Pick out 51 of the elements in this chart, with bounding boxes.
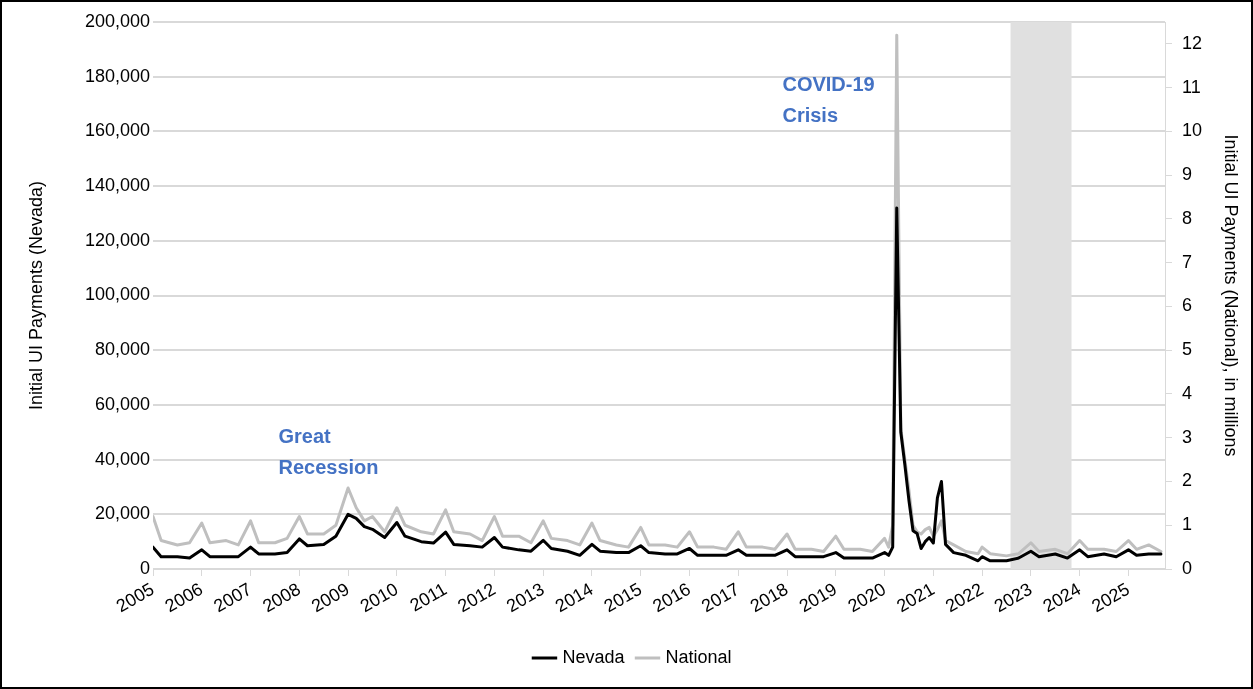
x-tick-label: 2020 — [844, 578, 890, 617]
y-tick-label: 20,000 — [94, 503, 150, 524]
x-tick-label: 2021 — [893, 578, 938, 617]
x-tick-label: 2009 — [307, 578, 353, 617]
y2-tick-label: 12 — [1182, 32, 1203, 53]
y2-tick-label: 8 — [1182, 207, 1193, 228]
y-tick-label: 140,000 — [84, 175, 150, 196]
y2-tick-label: 2 — [1182, 470, 1193, 491]
y-tick-label: 120,000 — [84, 229, 150, 250]
y-tick-label: 100,000 — [84, 284, 150, 305]
y2-tick-label: 6 — [1182, 295, 1193, 316]
x-tick-label: 2025 — [1088, 578, 1133, 617]
y2-axis-title: Initial UI Payments (National), in millions — [1221, 134, 1242, 457]
x-tick-label: 2010 — [356, 578, 402, 617]
y2-tick-label: 10 — [1182, 120, 1203, 141]
x-tick-label: 2022 — [941, 578, 987, 617]
x-tick-label: 2023 — [990, 578, 1036, 617]
x-tick-label: 2016 — [649, 578, 694, 617]
y2-tick-label: 0 — [1182, 557, 1193, 578]
legend-label: National — [665, 646, 732, 667]
x-tick-label: 2012 — [454, 578, 499, 617]
y-tick-label: 0 — [139, 557, 150, 578]
y-tick-label: 60,000 — [94, 393, 150, 414]
x-tick-label: 2017 — [698, 578, 743, 617]
y2-tick-label: 4 — [1182, 382, 1193, 403]
y-tick-label: 200,000 — [84, 10, 150, 31]
x-tick-label: 2007 — [210, 578, 256, 617]
x-tick-label: 2019 — [795, 578, 841, 617]
x-tick-label: 2014 — [551, 578, 597, 617]
y-tick-label: 40,000 — [94, 448, 150, 469]
y-tick-label: 80,000 — [94, 339, 150, 360]
x-tick-label: 2015 — [600, 578, 646, 617]
x-tick-label: 2018 — [746, 578, 792, 617]
y2-tick-label: 3 — [1182, 426, 1193, 447]
y2-tick-label: 9 — [1182, 164, 1193, 185]
annotation: Great Recession — [278, 424, 379, 478]
x-tick-label: 2013 — [503, 578, 548, 617]
x-tick-label: 2005 — [112, 578, 158, 617]
annotation: COVID-19 Crisis — [782, 73, 875, 127]
y2-tick-label: 1 — [1182, 514, 1193, 535]
y-axis-title: Initial UI Payments (Nevada) — [25, 180, 46, 411]
x-tick-label: 2011 — [406, 578, 451, 616]
y2-tick-label: 5 — [1182, 339, 1193, 360]
legend-label: Nevada — [562, 646, 626, 667]
y2-tick-label: 11 — [1182, 76, 1201, 97]
x-tick-label: 2024 — [1039, 578, 1085, 617]
y-tick-label: 180,000 — [84, 65, 150, 86]
y-tick-label: 160,000 — [84, 120, 150, 141]
x-tick-label: 2006 — [161, 578, 207, 617]
x-tick-label: 2008 — [259, 578, 304, 617]
y2-tick-label: 7 — [1182, 251, 1193, 272]
